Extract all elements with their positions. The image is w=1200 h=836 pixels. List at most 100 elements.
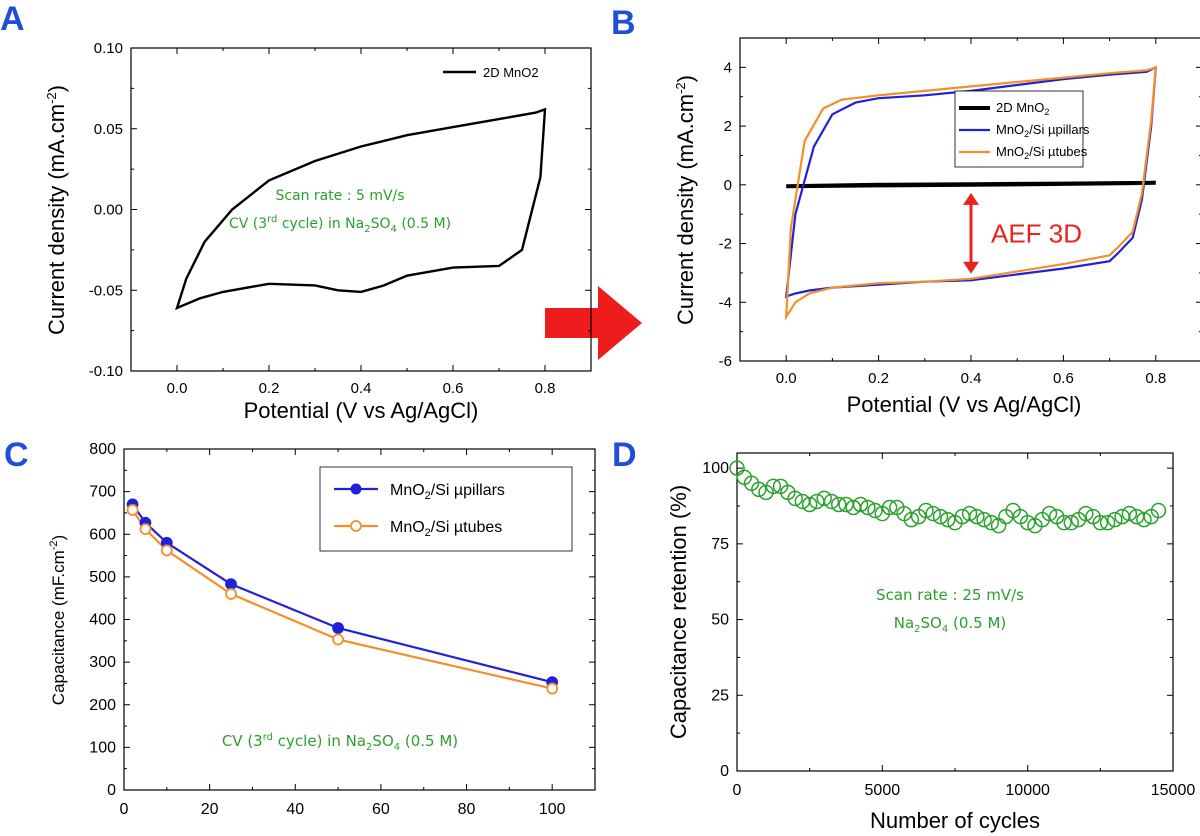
panel-c-legend-marker-0 [350,483,362,495]
panel-b-x-axis-label: Potential (V vs Ag/AgCl) [847,392,1082,417]
retention-data-point [830,496,847,513]
tubes-data-point [160,544,173,557]
y-tick-label: 75 [711,536,729,553]
y-tick-label: 100 [89,739,116,756]
panel-c-legend-label-1: MnO2/Si µtubes [390,519,502,539]
y-tick-label: 800 [89,441,116,458]
y-tick-label: 0.00 [94,202,123,219]
panel-a: 0.0 0.2 0.4 0.6 0.8 -0.10 -0.05 0.00 0.05 0.10 2D… [44,40,592,423]
y-tick-label: -0.05 [89,282,123,299]
retention-data-point [939,511,956,528]
y-tick-label: 600 [89,526,116,543]
x-tick-label: 0 [120,801,129,818]
panel-a-label: A [0,0,25,38]
y-tick-label: 0 [724,177,732,194]
retention-data-point [867,502,883,519]
panel-b-series-tubes [784,65,1158,322]
panel-d-y-axis-label: Capacitance retention (%) [666,485,691,739]
y-tick-label: 0 [107,782,116,799]
tubes-data-point [139,523,152,536]
retention-data-point [823,493,840,510]
panel-a-y-axis-label: Current density (mA.cm-2) [44,85,69,335]
retention-data-point [983,514,1000,531]
retention-data-point [925,505,941,522]
panel-d-ticks: 0 5000 10000 15000 0 25 50 75 100 [702,453,1195,799]
panel-a-annotation-1: Scan rate : 5 mV/s [275,188,404,204]
panel-d-x-axis-label: Number of cycles [870,808,1040,833]
retention-data-point [932,508,949,525]
y-tick-label: -6 [719,353,732,370]
x-tick-label: 0.6 [1053,370,1074,387]
y-tick-label: 500 [89,569,116,586]
x-tick-label: 0.2 [868,370,889,387]
x-tick-label: 0.8 [1145,370,1166,387]
y-tick-label: 0.10 [94,40,123,57]
retention-data-point [1063,514,1080,531]
panel-a-series-2d-mno2 [175,107,547,311]
panel-c-legend-box [319,466,573,552]
panel-b-label: B [611,4,636,42]
retention-data-point [1121,505,1138,522]
x-tick-label: 10000 [1005,782,1050,799]
x-tick-label: 15000 [1151,782,1196,799]
panel-c-ticks: 0 20 40 60 80 100 0 100 200 300 400 500 600 700 800 [89,441,595,818]
panel-a-legend-label: 2D MnO2 [483,65,539,80]
retention-data-point [801,496,818,513]
y-tick-label: 2 [724,118,732,135]
retention-data-point [881,499,898,516]
pillars-data-point [225,578,237,591]
panel-b-series-2d-mno2 [786,180,1156,189]
panel-c-annotation: CV (3rd cycle) in Na2SO4 (0.5 M) [222,732,458,753]
pillars-data-point [332,622,344,634]
retention-data-point [787,490,803,507]
panel-a-annotation-2: CV (3rd cycle) in Na2SO4 (0.5 M) [229,214,451,235]
panel-b-aef-arrowhead-top-icon [963,192,979,205]
panel-a-frame [130,47,592,372]
x-tick-label: 40 [286,801,304,818]
y-tick-label: 25 [711,687,729,704]
tubes-data-point [332,633,344,646]
x-tick-label: 20 [201,801,219,818]
x-tick-label: 5000 [865,782,901,799]
panel-c: 0 20 40 60 80 100 0 100 200 300 400 500 600 700 800 Mn… [48,441,596,818]
panel-d: 0 5000 10000 15000 0 25 50 75 100 Scan rate : 25… [666,452,1195,833]
panel-b-aef-label: AEF 3D [991,218,1082,248]
x-tick-label: 100 [539,801,566,818]
panel-d-label: D [612,436,637,474]
tubes-data-point [546,682,559,695]
x-tick-label: 60 [372,801,390,818]
y-tick-label: 400 [89,612,116,629]
retention-data-point [918,502,934,519]
panel-b-legend-label-2: MnO2/Si µtubes [996,144,1088,161]
panel-d-annotation-2: Na2SO4 (0.5 M) [894,614,1007,635]
retention-data-point [1056,514,1072,531]
panel-c-label: C [4,436,29,474]
panel-c-y-axis-label: Capacitance (mF.cm-2) [48,535,68,705]
retention-data-point [976,511,992,528]
y-tick-label: -0.10 [89,363,123,380]
panel-b-y-axis-label: Current density (mA.cm-2) [673,75,698,325]
panel-b-aef-arrowhead-bottom-icon [963,261,979,274]
y-tick-label: 700 [89,484,116,501]
y-tick-label: -4 [719,294,732,311]
retention-data-point [1150,502,1167,519]
x-tick-label: 0.0 [167,380,188,397]
retention-data-point [1041,505,1058,522]
retention-data-point [816,490,832,507]
y-tick-label: 100 [702,460,729,477]
x-tick-label: 0.6 [443,380,464,397]
x-tick-label: 0 [733,782,742,799]
retention-data-point [751,481,767,498]
tubes-data-point [126,504,139,516]
x-tick-label: 0.8 [535,380,556,397]
panel-c-legend-marker-1 [350,520,362,532]
x-tick-label: 0.4 [351,380,372,397]
transition-arrow-icon [545,286,642,360]
retention-data-point [1019,514,1036,531]
y-tick-label: 0.05 [94,121,123,138]
panel-a-ticks: 0.0 0.2 0.4 0.6 0.8 -0.10 -0.05 0.00 0.05 0.10 [89,40,591,397]
retention-data-point [903,511,920,528]
y-tick-label: -2 [719,236,732,253]
y-tick-label: 0 [720,763,729,780]
